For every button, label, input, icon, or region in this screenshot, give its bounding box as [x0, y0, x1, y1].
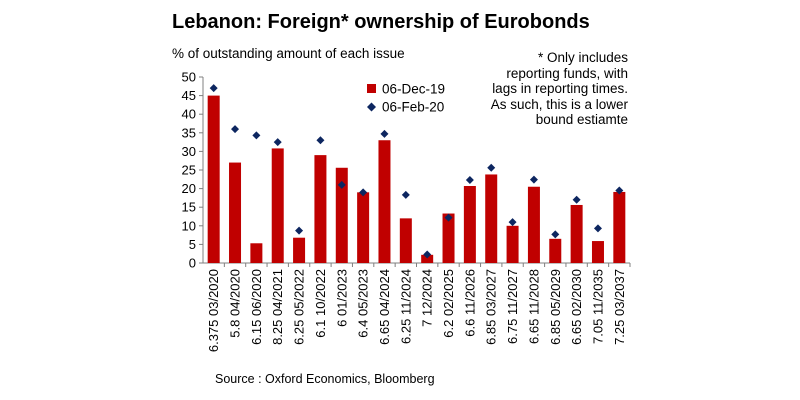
diamond-marker: [380, 129, 389, 138]
diamond-marker: [231, 125, 240, 134]
footnote-line: * Only includes: [537, 50, 628, 65]
x-tick-label: 6.25 05/2022: [292, 269, 307, 345]
footnote-line: reporting funds, with: [506, 65, 628, 81]
bar: [335, 167, 348, 263]
y-tick-label: 40: [182, 107, 196, 122]
bar: [527, 186, 540, 263]
y-tick-label: 45: [182, 88, 196, 103]
x-tick-label: 6.65 02/2030: [569, 269, 584, 345]
diamond-marker: [465, 176, 474, 185]
legend-label: 06-Dec-19: [382, 82, 445, 97]
legend-bar-swatch: [367, 84, 376, 93]
diamond-marker: [444, 213, 453, 222]
bar: [506, 225, 519, 263]
bar: [357, 192, 370, 263]
diamond-marker: [487, 163, 496, 172]
legend-label: 06-Feb-20: [382, 100, 444, 115]
x-tick-label: 8.25 04/2021: [270, 269, 285, 345]
legend-diamond-swatch: [367, 102, 376, 112]
source-note: Source : Oxford Economics, Bloomberg: [215, 372, 435, 386]
chart-title: Lebanon: Foreign* ownership of Eurobonds: [172, 11, 590, 33]
bar: [293, 237, 306, 263]
diamond-marker: [529, 175, 538, 184]
y-tick-label: 5: [189, 237, 196, 252]
x-tick-label: 6.65 04/2024: [377, 269, 392, 345]
bar: [442, 213, 455, 263]
bar: [250, 243, 263, 263]
footnote-line: As such, this is a lower: [490, 96, 628, 112]
bar: [463, 185, 476, 263]
x-tick-label: 6.15 06/2020: [249, 269, 264, 345]
x-tick-label: 6.6 11/2026: [462, 269, 477, 337]
x-tick-label: 7 12/2024: [420, 269, 435, 327]
diamond-marker: [337, 180, 346, 189]
y-tick-label: 20: [182, 181, 196, 196]
bar: [378, 140, 391, 263]
x-tick-label: 5.8 04/2020: [228, 269, 243, 338]
y-tick-label: 50: [182, 70, 196, 85]
bar: [591, 241, 604, 263]
diamond-marker: [401, 190, 410, 199]
x-tick-label: 7.25 03/2037: [612, 269, 627, 345]
footnote-line: lags in reporting times.: [492, 81, 628, 97]
y-tick-label: 30: [182, 144, 196, 159]
bar: [421, 254, 434, 263]
x-tick-label: 6.25 11/2024: [398, 269, 413, 344]
x-tick-label: 6.4 05/2023: [356, 269, 371, 338]
x-tick-label: 6.85 03/2027: [484, 269, 499, 345]
diamond-marker: [423, 250, 432, 259]
bar: [570, 204, 583, 263]
bar: [229, 162, 242, 263]
bar: [399, 218, 412, 263]
bar: [314, 155, 327, 263]
bar: [549, 238, 562, 263]
x-tick-label: 6.85 05/2029: [548, 269, 563, 345]
y-tick-label: 25: [182, 163, 196, 178]
y-tick-label: 15: [182, 200, 196, 215]
bar: [485, 174, 498, 263]
diamond-marker: [209, 84, 218, 93]
diamond-marker: [508, 218, 517, 227]
x-tick-label: 7.05 11/2035: [590, 269, 605, 344]
x-tick-label: 6 01/2023: [334, 269, 349, 327]
x-tick-label: 6.1 10/2022: [313, 269, 328, 338]
y-tick-label: 35: [182, 125, 196, 140]
diamond-marker: [572, 195, 581, 204]
diamond-marker: [615, 186, 624, 195]
diamond-marker: [593, 224, 602, 233]
x-tick-label: 6.75 11/2027: [505, 269, 520, 344]
diamond-marker: [551, 230, 560, 239]
y-axis-label: % of outstanding amount of each issue: [172, 46, 405, 61]
diamond-marker: [316, 136, 325, 145]
bar: [271, 148, 284, 263]
x-tick-label: 6.2 02/2025: [441, 269, 456, 338]
x-tick-label: 6.65 11/2028: [526, 269, 541, 344]
y-tick-label: 10: [182, 218, 196, 233]
diamond-marker: [252, 131, 261, 140]
bar: [207, 95, 220, 263]
y-tick-label: 0: [189, 256, 196, 271]
footnote-line: bound estiamte: [535, 112, 628, 128]
footnote: * Only includes reporting funds, with la…: [428, 50, 628, 128]
diamond-marker: [359, 188, 368, 197]
bar: [613, 191, 626, 263]
diamond-marker: [273, 138, 282, 147]
diamond-marker: [295, 226, 304, 235]
x-tick-label: 6.375 03/2020: [206, 269, 221, 352]
